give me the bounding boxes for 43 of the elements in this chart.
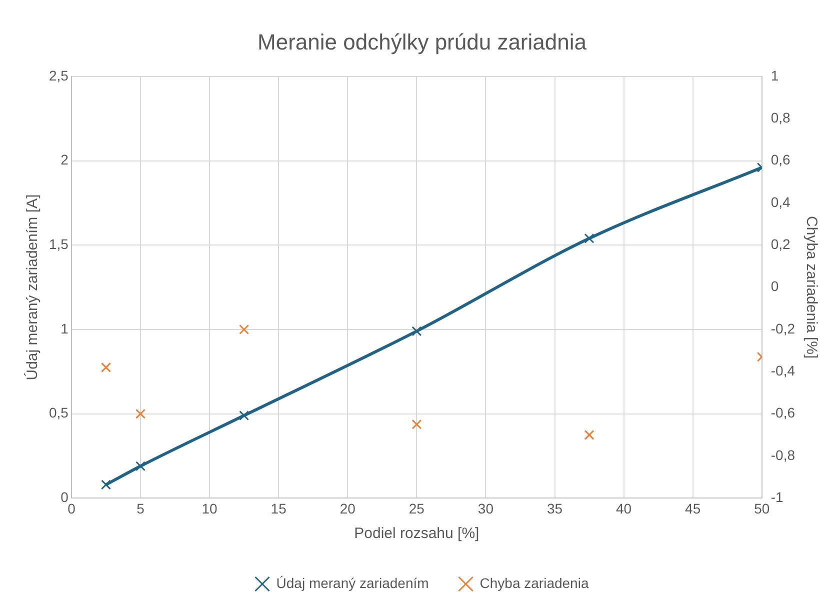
y-tick-label: 0,5 [48, 404, 69, 421]
y2-tick-label: -0,2 [770, 320, 796, 336]
y2-tick-label: -0,6 [770, 404, 796, 421]
legend-label: Chyba zariadenia [480, 574, 589, 591]
point [136, 408, 146, 419]
x-tick-label: 30 [478, 500, 494, 516]
point [100, 362, 111, 372]
y2-tick-label: 0,4 [770, 194, 791, 210]
y2-tick-label: -0,8 [770, 446, 796, 463]
point [239, 324, 250, 334]
point [412, 326, 422, 336]
y2-tick-label: -1 [770, 489, 784, 506]
y2-tick-label: -0,4 [770, 362, 796, 379]
legend-label: Údaj meraný zariadením [276, 574, 429, 591]
y2-tick-label: 1 [770, 67, 779, 84]
chart-title: Meranie odchýlky prúdu zariadnia [258, 29, 588, 54]
point [239, 410, 250, 421]
x-tick-label: 10 [202, 500, 218, 516]
point [136, 461, 146, 472]
x-tick-label: 45 [685, 500, 701, 516]
y2-tick-label: 0 [770, 278, 779, 294]
x-tick-label: 40 [616, 500, 632, 516]
x-tick-label: 5 [136, 500, 145, 516]
y-axis-title: Údaj meraný zariadením [A] [23, 194, 42, 380]
y-tick-label: 1 [60, 320, 69, 336]
point [584, 233, 594, 244]
y-tick-label: 2,5 [48, 67, 69, 84]
x-tick-label: 50 [754, 500, 770, 516]
y2-tick-label: 0,8 [770, 109, 791, 126]
x-tick-label: 15 [270, 500, 287, 516]
x-axis-title: Podiel rozsahu [%] [354, 525, 480, 542]
x-tick-label: 20 [340, 500, 356, 516]
y-tick-label: 1,5 [48, 236, 69, 252]
x-tick-label: 35 [546, 500, 563, 516]
y2-tick-label: 0,6 [770, 152, 791, 168]
x-tick-label: 25 [408, 500, 425, 516]
point [584, 430, 594, 440]
y-tick-label: 0 [60, 489, 69, 506]
y-tick-label: 2 [60, 152, 69, 168]
point [412, 419, 422, 430]
y2-axis-title: Chyba zariadenia [%] [802, 216, 820, 359]
point [100, 480, 111, 490]
y2-tick-label: 0,2 [770, 236, 791, 252]
